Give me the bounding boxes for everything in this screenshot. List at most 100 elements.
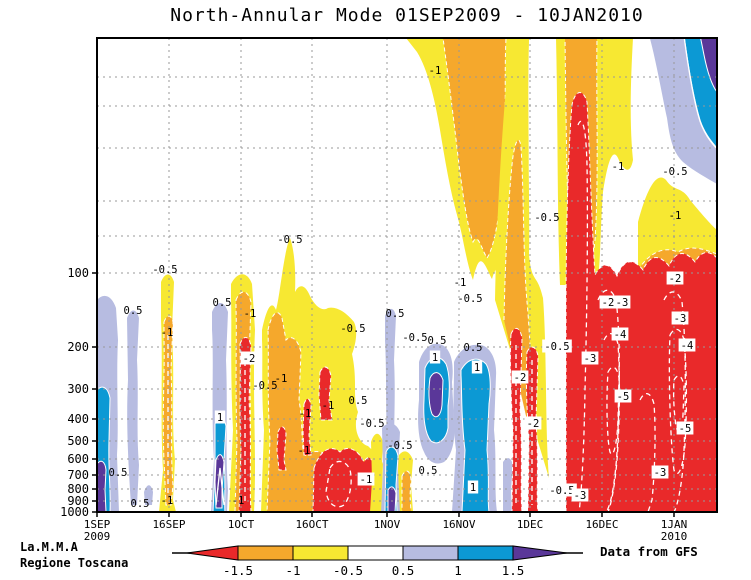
y-tick-label: 500	[67, 434, 89, 448]
contour-label-box	[467, 480, 479, 494]
x-tick-sublabel: 2009	[84, 530, 111, 543]
legend-swatch	[457, 545, 514, 561]
contour-label-box	[651, 465, 669, 479]
contour-label: 0.5	[464, 342, 483, 354]
credits-region: Regione Toscana	[20, 556, 129, 570]
contour-label: -1	[232, 495, 245, 507]
contour-label-box	[581, 351, 599, 365]
legend-swatch	[237, 545, 294, 561]
contour-label-box	[571, 488, 589, 502]
y-tick-label: 900	[67, 494, 89, 508]
contour-label: -1	[275, 373, 288, 385]
contour-label-box	[599, 295, 617, 309]
contour-label: -0.5	[549, 485, 574, 497]
contour-label: 1	[217, 412, 223, 424]
x-tick-label: 16SEP	[152, 518, 185, 531]
contour-region-red	[312, 447, 375, 512]
contour-label: 1	[474, 362, 480, 374]
contour-label: 0.5	[349, 395, 368, 407]
contour-label: -4	[681, 340, 694, 352]
axis-layer: 1SEP2009 16SEP 1OCT 16OCT 1NOV 16NOV 1DEC 16DEC…	[60, 266, 687, 543]
contour-label: -3	[584, 353, 597, 365]
contour-label: -2	[527, 418, 540, 430]
contour-label: -0.5	[402, 332, 427, 344]
legend: -1.5 -1 -0.5 0.5 1 1.5	[172, 545, 583, 578]
legend-arrow-left	[186, 545, 239, 561]
contour-region-red	[525, 346, 539, 512]
contour-label: -0.5	[359, 418, 384, 430]
contour-region-pur	[428, 372, 444, 418]
contour-label: 0.5	[109, 467, 128, 479]
contour-label: 0.5	[419, 465, 438, 477]
y-tick-label: 300	[67, 382, 89, 396]
contour-label: -0.5	[662, 166, 687, 178]
x-tick-label: 1JAN	[661, 518, 688, 531]
contour-label-box	[429, 350, 441, 364]
contour-label: -5	[679, 423, 692, 435]
white-contour-line	[672, 375, 685, 432]
contour-label-box	[214, 410, 226, 424]
gridline-layer	[97, 38, 717, 512]
page-title: North-Annular Mode 01SEP2009 - 10JAN2010	[170, 5, 644, 26]
contour-label-box	[613, 295, 631, 309]
contour-label-box	[524, 416, 542, 430]
contour-label-box	[611, 327, 629, 341]
contour-region-org	[437, 38, 507, 259]
contour-label-box	[678, 338, 696, 352]
white-contour-line	[325, 460, 352, 508]
contour-label: -1	[454, 277, 467, 289]
white-contour-line	[663, 291, 686, 512]
white-contour-line	[577, 120, 589, 512]
contour-label: 0.5	[213, 297, 232, 309]
credits-org: La.M.M.A	[20, 540, 78, 554]
data-source-label: Data from GFS	[600, 544, 698, 559]
contour-region-red	[565, 92, 717, 512]
contour-region-lav	[503, 458, 513, 512]
contour-label: -1	[612, 161, 625, 173]
contour-label: 0.5	[124, 305, 143, 317]
legend-tick-label: -1.5	[223, 563, 253, 578]
y-tick-label: 400	[67, 412, 89, 426]
y-tick-label: 200	[67, 340, 89, 354]
legend-tick-label: 0.5	[392, 563, 415, 578]
contour-region-red	[318, 366, 333, 421]
legend-swatch	[292, 545, 349, 561]
plot-frame	[96, 37, 718, 513]
white-contour-line	[668, 328, 688, 475]
contour-label-box	[542, 339, 572, 353]
contour-label: -1	[161, 327, 174, 339]
contour-label-box	[357, 472, 375, 486]
contour-label: -1	[298, 445, 311, 457]
legend-swatch	[347, 545, 404, 561]
contour-label: 0.5	[428, 335, 447, 347]
contour-label: -2	[602, 297, 615, 309]
contour-region-lav	[385, 308, 396, 452]
contour-label: -3	[654, 467, 667, 479]
contour-label: -1	[244, 308, 257, 320]
legend-tick-label: -1	[285, 563, 300, 578]
contour-label: -4	[614, 329, 627, 341]
x-tick-label: 16OCT	[295, 518, 328, 531]
x-tick-label: 1DEC	[517, 518, 544, 531]
contour-label: -2	[514, 372, 527, 384]
contour-label: -1	[360, 474, 373, 486]
contour-fill-layer	[97, 38, 717, 512]
contour-region-yel	[370, 433, 383, 512]
contour-label-layer: -0.50.5-10.51-1-2-0.5-1-0.5-0.5-1-1-1-10…	[109, 65, 696, 510]
contour-label: -1	[669, 210, 682, 222]
y-tick-label: 600	[67, 452, 89, 466]
contour-label-box	[240, 351, 258, 365]
contour-label-box	[471, 360, 483, 374]
legend-tick-label: -0.5	[333, 563, 363, 578]
contour-label-box	[676, 421, 694, 435]
contour-label: -0.5	[534, 212, 559, 224]
contour-label: -0.5	[277, 234, 302, 246]
contour-label: -5	[617, 391, 630, 403]
legend-tick-label: 1	[454, 563, 462, 578]
contour-label-box	[547, 483, 577, 497]
y-tick-label: 1000	[60, 505, 89, 519]
white-contour-line	[606, 366, 620, 455]
x-tick-label: 16NOV	[442, 518, 475, 531]
x-tick-label: 1OCT	[228, 518, 255, 531]
white-contour-line	[683, 38, 717, 150]
